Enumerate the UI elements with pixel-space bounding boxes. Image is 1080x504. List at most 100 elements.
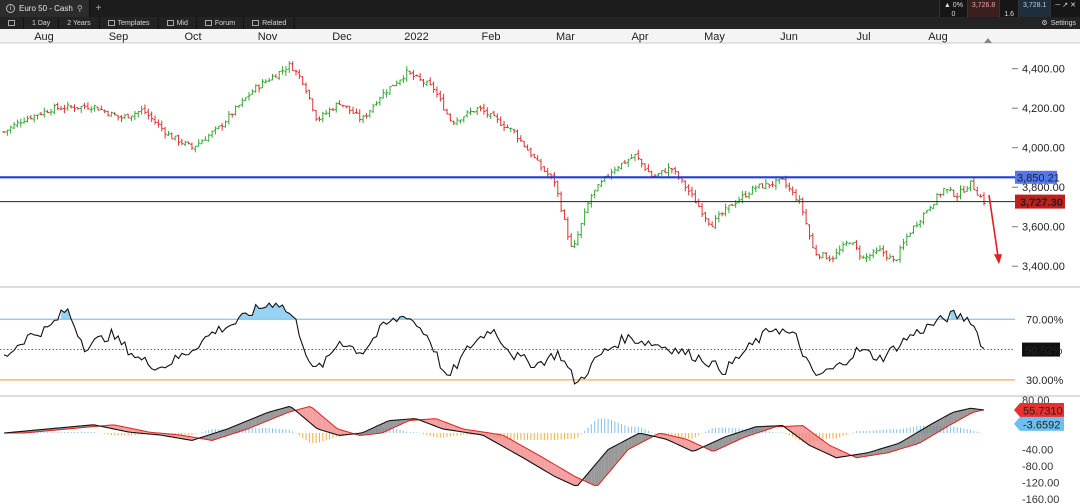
settings-label: Settings [1050,19,1076,27]
scroll-marker-icon[interactable] [984,38,992,43]
chart-area[interactable]: Aug Sep Oct Nov Dec 2022 Feb Mar Apr May Jun Jul Aug… [0,29,1080,504]
settings-button[interactable]: ⚙ Settings [1041,17,1076,29]
macd-fill-segment [950,412,954,425]
macd-fill-segment [913,432,917,446]
y-tick-label: 3,400.00 [1022,261,1065,273]
macd-fill-segment [728,434,733,445]
expand-icon[interactable]: ↗ [1062,2,1069,9]
histogram-value-badge [1014,416,1064,431]
macd-fill-segment [963,409,968,418]
macd-fill-segment [188,436,192,441]
macd-fill-segment [567,472,572,485]
layout-button[interactable] [0,17,24,29]
macd-fill-segment [577,477,582,486]
related-button[interactable]: Related [244,17,296,29]
related-icon [252,20,260,26]
macd-fill-segment [571,474,575,486]
macd-fill-segment [316,410,320,430]
macd-tick-label: -40.00 [1022,445,1053,457]
macd-fill-segment [393,420,397,428]
x-axis-background [0,29,1080,43]
macd-fill-segment [755,426,760,434]
mid-button[interactable]: Mid [159,17,197,29]
resistance-badge [1015,170,1057,184]
macd-fill-segment [715,439,719,451]
rsi-value-badge [1022,342,1060,357]
rsi-tick-label: 70.00% [1026,314,1064,326]
macd-fill-segment [494,433,498,444]
macd-fill-segment [638,433,642,445]
add-tab-icon[interactable]: + [95,3,102,14]
macd-tick-label: -80.00 [1022,461,1053,473]
interval-button[interactable]: 1 Day [24,17,60,29]
window-controls: ─ ↗ ✕ [1050,0,1080,29]
triangle-up-icon: ▲ [943,2,951,9]
forum-button[interactable]: Forum [197,17,245,29]
macd-line[interactable] [3,405,985,487]
macd-value-badge [1014,403,1064,418]
macd-fill-segment [507,437,511,451]
macd-fill-segment [621,440,625,458]
info-icon[interactable]: i [6,4,15,13]
macd-fill-segment [940,417,944,431]
macd-fill-segment [218,430,223,439]
macd-fill-segment [608,447,612,474]
macd-fill-segment [839,450,844,458]
macd-fill-segment [953,411,958,423]
macd-fill-segment [725,435,729,446]
x-axis: Aug Sep Oct Nov Dec 2022 Feb Mar Apr May Jun Jul Aug [0,29,1080,44]
macd-fill-segment [537,454,541,469]
rsi-line[interactable] [3,302,985,385]
last-price-badge [1015,194,1065,209]
macd-fill-segment [124,427,129,432]
macd-fill-segment [389,420,394,430]
macd-fill-segment [876,449,880,455]
macd-fill-segment [628,437,632,450]
macd-fill-segment [879,448,884,455]
macd-fill-segment [259,414,263,425]
change-pct: 0% [952,2,963,9]
macd-fill-segment [822,440,827,454]
chat-icon [204,20,212,26]
macd-fill-segment [302,407,307,420]
rsi-panel[interactable]: 70.00% 30.00% 50.62% [0,302,1080,397]
x-tick-label: Aug [34,31,54,43]
macd-fill-segment [903,438,907,449]
macd-fill-segment [440,420,444,430]
macd-panel[interactable]: 80.00-40.00-80.00-120.00-160.0055.7310-3… [3,395,1064,504]
macd-fill-segment [118,425,122,431]
macd-fill-segment [255,416,260,426]
price-panel[interactable]: 4,400.00 4,200.00 4,000.00 3,800.00 3,600.00… [0,60,1080,288]
macd-fill-segment [816,435,820,451]
x-tick-label: Jun [780,31,798,43]
macd-fill-segment [235,424,239,433]
macd-fill-segment [631,435,635,448]
templates-button[interactable]: Templates [100,17,159,29]
range-button[interactable]: 2 Years [59,17,100,29]
instrument-tab[interactable]: i Euro 50 - Cash ⚲ [0,0,90,17]
macd-fill-segment [943,415,948,429]
macd-fill-segment [514,441,518,455]
macd-fill-segment [527,448,531,463]
macd-fill-segment [436,418,441,429]
close-icon[interactable]: ✕ [1070,2,1076,9]
macd-fill-segment [275,409,280,418]
interval-label: 1 Day [32,19,51,27]
macd-fill-segment [383,421,387,433]
search-icon[interactable]: ⚲ [76,4,83,13]
macd-fill-segment [809,430,813,447]
related-label: Related [262,19,287,27]
macd-fill-segment [796,425,800,438]
minimize-icon[interactable]: ─ [1055,2,1061,9]
macd-fill-segment [671,435,676,444]
macd-signal-line[interactable] [4,405,985,487]
macd-fill-segment [883,447,887,454]
macd-fill-segment [430,418,434,426]
x-tick-label: Aug [928,31,948,43]
macd-fill-segment [829,445,833,457]
macd-fill-segment [574,476,578,486]
gear-icon: ⚙ [1041,20,1048,27]
macd-fill-segment [906,436,911,448]
macd-fill-segment [618,442,622,462]
macd-fill-segment [547,460,552,475]
